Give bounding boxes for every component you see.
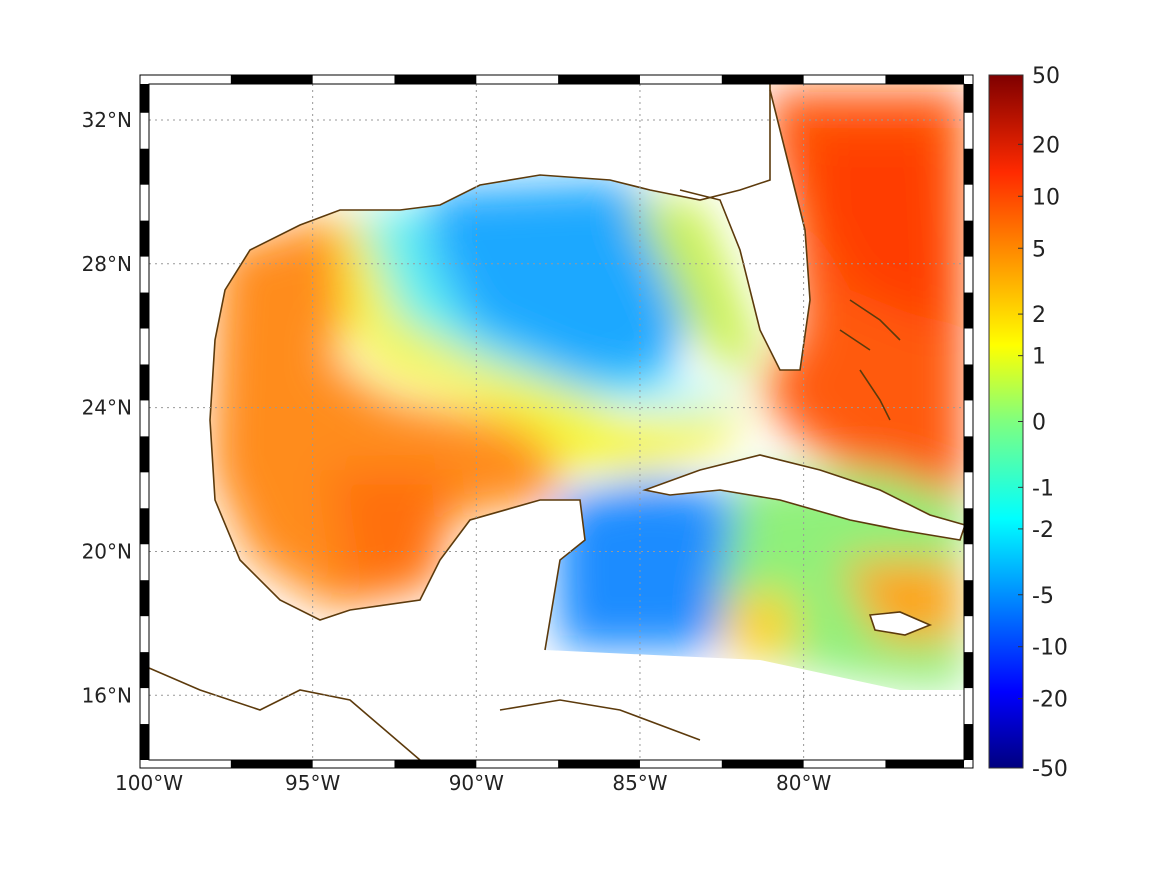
colorbar-label: -20 [1032,688,1068,713]
frame-segment [558,760,640,768]
colorbar-label: -5 [1032,584,1054,609]
lat-tick-label: 20°N [82,539,132,563]
frame-segment [140,364,149,401]
land-masses [149,84,964,760]
lat-tick-label: 32°N [82,108,132,132]
frame-segment [140,508,149,545]
frame-segment [140,436,149,473]
frame-segment [394,75,477,84]
frame-segment [558,75,640,84]
lon-tick-label: 80°W [776,771,831,795]
frame-segment [964,508,973,545]
frame-segment [140,84,149,113]
coastlines [149,84,964,760]
data-field [149,84,964,760]
frame-segment [964,292,973,329]
colorbar-label: 0 [1032,411,1046,436]
colorbar-label: 5 [1032,237,1046,262]
lon-tick-label: 90°W [449,771,504,795]
colorbar-label: 1 [1032,345,1046,370]
frame-segment [964,652,973,689]
colorbar-label: -2 [1032,518,1054,543]
lon-tick-label: 85°W [612,771,667,795]
frame-segment [964,436,973,473]
lon-tick-label: 95°W [285,771,340,795]
frame-segment [230,760,313,768]
colorbar-label: -10 [1032,636,1068,661]
frame-inner [148,83,965,761]
frame-segment [230,75,313,84]
frame-segment [721,75,804,84]
longitude-labels: 100°W 95°W 90°W 85°W 80°W [115,771,831,795]
frame-segment [964,580,973,617]
frame-segment [885,760,964,768]
frame-segment [140,148,149,185]
frame-segment [964,84,973,113]
frame-segment [964,220,973,257]
frame-segment [394,760,477,768]
lat-tick-label: 28°N [82,252,132,276]
frame-segment [721,760,804,768]
lat-tick-label: 16°N [82,683,132,707]
frame-segment [140,292,149,329]
colorbar-gradient [988,74,1024,769]
frame-segment [140,580,149,617]
colorbar-label: 10 [1032,185,1060,210]
colorbar-label: -1 [1032,476,1054,501]
frame-segment [140,724,149,760]
frame-segment [140,652,149,689]
latitude-labels: 32°N 28°N 24°N 20°N 16°N [82,108,132,707]
frame-segment [885,75,964,84]
colorbar-label: 20 [1032,133,1060,158]
colorbar-label: 50 [1032,64,1060,89]
frame-segment [964,148,973,185]
colorbar-label: 2 [1032,303,1046,328]
frame-segment [964,364,973,401]
map-frame [139,74,974,769]
lon-tick-label: 100°W [115,771,183,795]
frame-outer [139,74,974,769]
frame-segment [964,724,973,760]
colorbar-label: -50 [1032,757,1068,782]
lat-tick-label: 24°N [82,396,132,420]
frame-segment [140,220,149,257]
